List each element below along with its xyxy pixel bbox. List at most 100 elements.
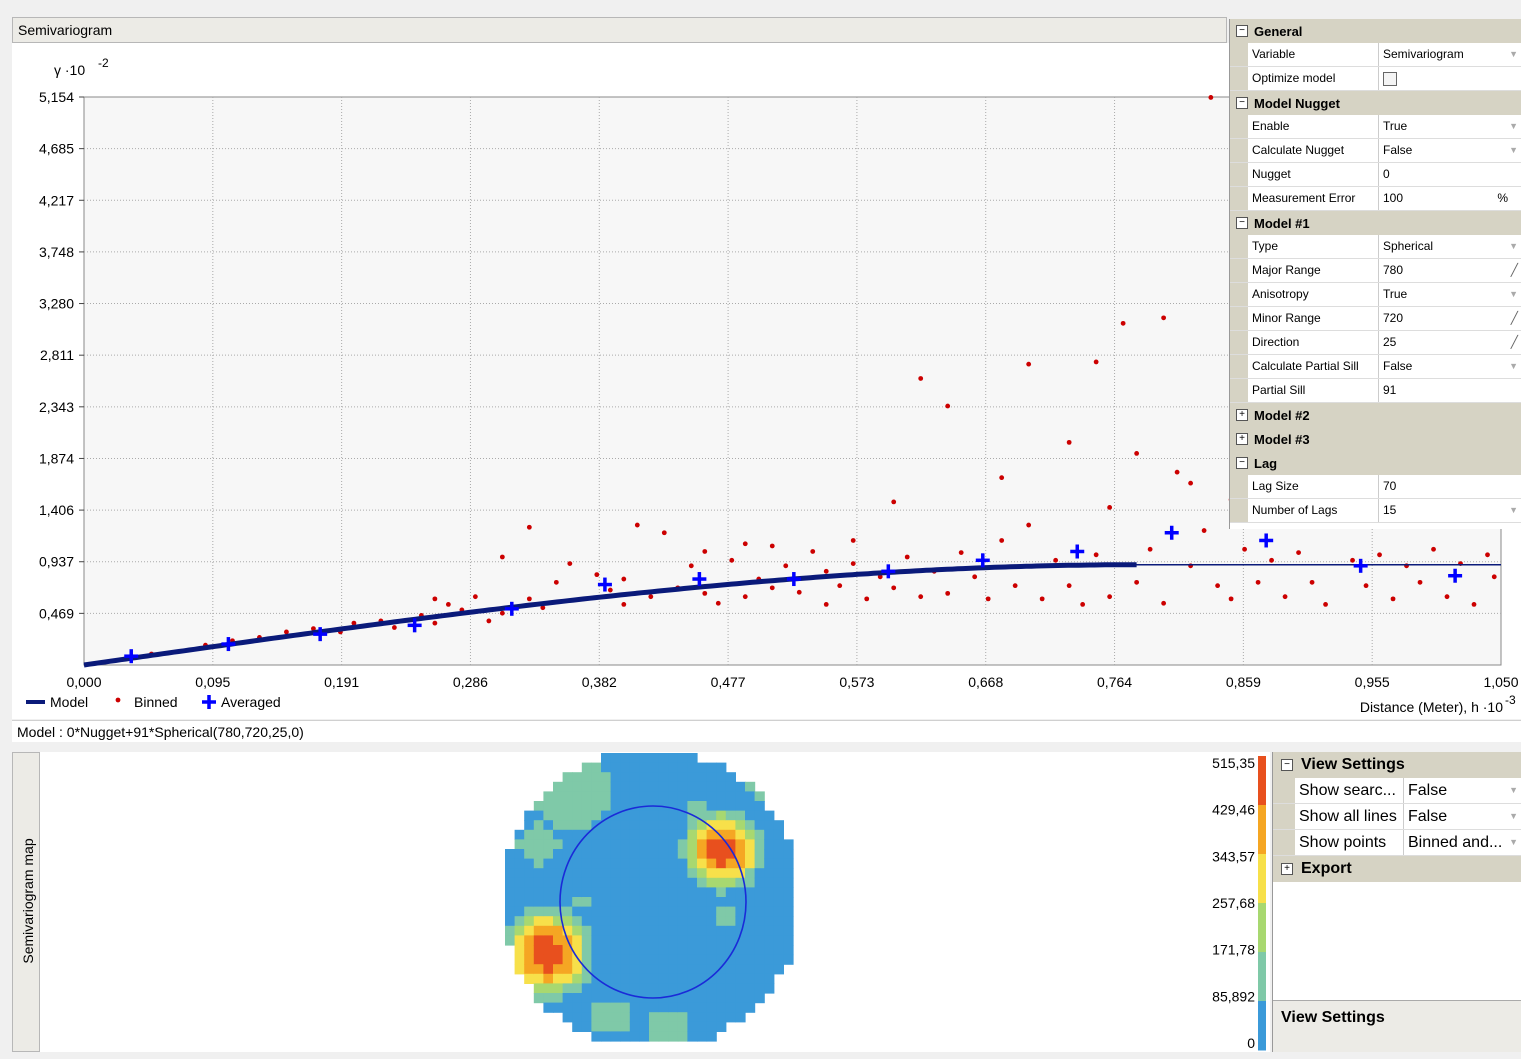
optimize-model-button-icon[interactable] — [1383, 72, 1397, 86]
map-cell — [649, 1012, 660, 1023]
category-general[interactable]: − General — [1230, 19, 1521, 43]
map-cell — [601, 1002, 612, 1013]
legend-color-band — [1258, 854, 1266, 904]
prop-show-search[interactable]: Show searc... False ▼ — [1273, 778, 1521, 804]
map-cell — [706, 954, 717, 965]
map-cell — [677, 849, 688, 860]
prop-anisotropy[interactable]: Anisotropy True ▼ — [1230, 283, 1521, 307]
map-cell — [620, 849, 631, 860]
map-cell — [620, 820, 631, 831]
dropdown-arrow-icon[interactable]: ▼ — [1509, 785, 1518, 795]
map-cell — [725, 877, 736, 888]
y-tick-label: 3,280 — [39, 296, 74, 312]
category-view-settings[interactable]: − View Settings — [1273, 752, 1521, 778]
map-cell — [553, 897, 564, 908]
expand-icon[interactable]: + — [1281, 863, 1293, 875]
prop-major-range[interactable]: Major Range 780 ╱ — [1230, 259, 1521, 283]
map-cell — [677, 781, 688, 792]
map-cell — [524, 964, 535, 975]
map-cell — [745, 973, 756, 984]
model-property-grid[interactable]: − General Variable Semivariogram ▼ Optimize… — [1229, 19, 1521, 529]
map-cell — [524, 897, 535, 908]
prop-direction[interactable]: Direction 25 ╱ — [1230, 331, 1521, 355]
map-cell — [716, 810, 727, 821]
y-tick-label: 0,937 — [39, 554, 74, 570]
map-cell — [610, 935, 621, 946]
category-model-1[interactable]: − Model #1 — [1230, 211, 1521, 235]
map-cell — [735, 858, 746, 869]
view-settings-property-grid[interactable]: − View Settings Show searc... False ▼ Show … — [1272, 752, 1521, 1052]
map-cell — [505, 887, 516, 898]
map-cell — [725, 801, 736, 812]
prop-partial-sill[interactable]: Partial Sill 91 — [1230, 379, 1521, 403]
map-cell — [649, 906, 660, 917]
map-cell — [581, 820, 592, 831]
averaged-point — [975, 553, 990, 568]
binned-point — [1188, 480, 1194, 486]
dropdown-arrow-icon[interactable]: ▼ — [1509, 837, 1518, 847]
map-cell — [773, 829, 784, 840]
collapse-icon[interactable]: − — [1236, 25, 1248, 37]
prop-lag-size[interactable]: Lag Size 70 — [1230, 475, 1521, 499]
prop-variable[interactable]: Variable Semivariogram ▼ — [1230, 43, 1521, 67]
prop-show-all-lines[interactable]: Show all lines False ▼ — [1273, 804, 1521, 830]
collapse-icon[interactable]: − — [1281, 759, 1293, 771]
map-cell — [543, 964, 554, 975]
dropdown-arrow-icon[interactable]: ▼ — [1509, 811, 1518, 821]
map-cell — [677, 839, 688, 850]
map-cell — [658, 925, 669, 936]
prop-measurement-error[interactable]: Measurement Error 100% — [1230, 187, 1521, 211]
binned-point — [594, 572, 600, 578]
category-model-2[interactable]: + Model #2 — [1230, 403, 1521, 427]
map-cell — [677, 753, 688, 764]
dropdown-arrow-icon[interactable]: ▼ — [1509, 145, 1518, 155]
map-cell — [610, 916, 621, 927]
binned-point — [1093, 552, 1099, 558]
expand-icon[interactable]: + — [1236, 433, 1248, 445]
map-cell — [524, 820, 535, 831]
prop-type[interactable]: Type Spherical ▼ — [1230, 235, 1521, 259]
expand-icon[interactable]: + — [1236, 409, 1248, 421]
legend-svg: 515,35 429,46 343,57 257,68 171,78 85,892 0 — [1212, 755, 1266, 1051]
prop-number-of-lags[interactable]: Number of Lags 15 ▼ — [1230, 499, 1521, 523]
map-cell — [725, 983, 736, 994]
map-cell — [524, 916, 535, 927]
prop-enable[interactable]: Enable True ▼ — [1230, 115, 1521, 139]
edit-pencil-icon[interactable]: ╱ — [1510, 311, 1518, 325]
prop-minor-range[interactable]: Minor Range 720 ╱ — [1230, 307, 1521, 331]
prop-calculate-partial-sill[interactable]: Calculate Partial Sill False ▼ — [1230, 355, 1521, 379]
prop-nugget[interactable]: Nugget 0 — [1230, 163, 1521, 187]
prop-calculate-nugget[interactable]: Calculate Nugget False ▼ — [1230, 139, 1521, 163]
collapse-icon[interactable]: − — [1236, 97, 1248, 109]
map-cell — [697, 877, 708, 888]
map-cell — [783, 906, 794, 917]
category-lag[interactable]: − Lag — [1230, 451, 1521, 475]
map-cell — [687, 887, 698, 898]
map-cell — [716, 1012, 727, 1023]
map-cell — [668, 829, 679, 840]
map-cell — [716, 820, 727, 831]
binned-point — [432, 620, 438, 626]
category-export[interactable]: + Export — [1273, 856, 1521, 882]
dropdown-arrow-icon[interactable]: ▼ — [1509, 49, 1518, 59]
edit-pencil-icon[interactable]: ╱ — [1510, 263, 1518, 277]
collapse-icon[interactable]: − — [1236, 457, 1248, 469]
dropdown-arrow-icon[interactable]: ▼ — [1509, 121, 1518, 131]
map-cell — [572, 993, 583, 1004]
collapse-icon[interactable]: − — [1236, 217, 1248, 229]
map-cell — [668, 925, 679, 936]
category-model-nugget[interactable]: − Model Nugget — [1230, 91, 1521, 115]
prop-optimize-model[interactable]: Optimize model — [1230, 67, 1521, 91]
dropdown-arrow-icon[interactable]: ▼ — [1509, 505, 1518, 515]
map-cell — [658, 906, 669, 917]
dropdown-arrow-icon[interactable]: ▼ — [1509, 361, 1518, 371]
semivariogram-map[interactable] — [40, 752, 1200, 1052]
dropdown-arrow-icon[interactable]: ▼ — [1509, 289, 1518, 299]
map-cell — [533, 906, 544, 917]
map-cell — [639, 916, 650, 927]
edit-pencil-icon[interactable]: ╱ — [1510, 335, 1518, 349]
map-cell — [591, 983, 602, 994]
prop-show-points[interactable]: Show points Binned and... ▼ — [1273, 830, 1521, 856]
category-model-3[interactable]: + Model #3 — [1230, 427, 1521, 451]
dropdown-arrow-icon[interactable]: ▼ — [1509, 241, 1518, 251]
